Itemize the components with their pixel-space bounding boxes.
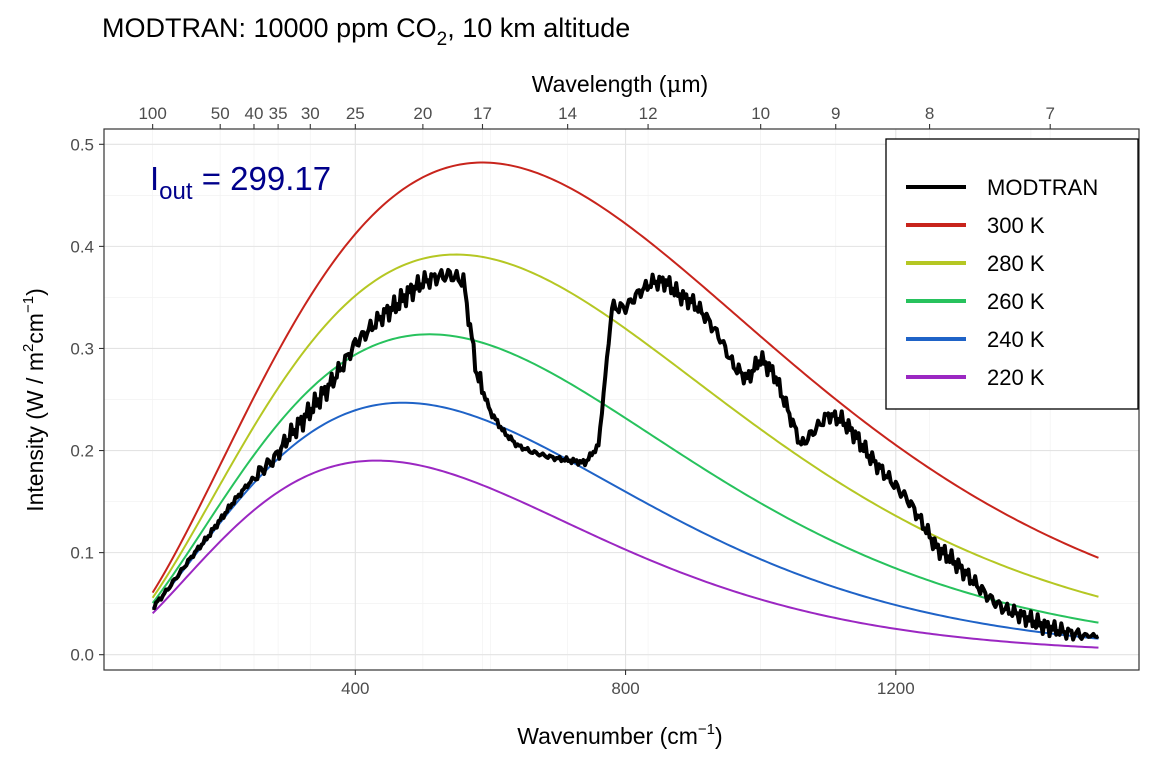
y-axis: 0.0 0.1 0.2 0.3 0.4 0.5	[70, 135, 104, 665]
series-line-300k	[151, 161, 1099, 594]
y-tick-label: 0.1	[70, 544, 94, 563]
x2-axis: 100 50 40 35 30 25 20 17 14 12 10 9 8 7	[138, 104, 1055, 129]
y-tick-label: 0.4	[70, 237, 94, 256]
series-line-220k	[151, 459, 1099, 649]
chart-title: MODTRAN: 10000 ppm CO2, 10 km altitude	[102, 13, 630, 50]
legend-box	[885, 138, 1139, 410]
x2-tick-label: 25	[346, 104, 365, 123]
series-line-260k	[151, 333, 1099, 624]
x2-tick-label: 10	[751, 104, 770, 123]
y-tick-label: 0.5	[70, 135, 94, 154]
x2-axis-title: Wavelength (μm)	[532, 71, 708, 98]
legend: MODTRAN 300 K 280 K 260 K 240 K 220 K	[885, 138, 1139, 410]
x2-tick-label: 35	[269, 104, 288, 123]
x2-tick-label: 14	[558, 104, 577, 123]
x-axis: 400 800 1200	[341, 670, 915, 698]
x2-tick-label: 8	[925, 104, 934, 123]
series-line-modtran	[151, 267, 1100, 642]
x-tick-label: 400	[341, 679, 369, 698]
x2-tick-label: 7	[1045, 104, 1054, 123]
y-axis-title: Intensity (W / m2cm−1)	[20, 288, 48, 512]
legend-label: 240 K	[987, 327, 1045, 352]
series-line-240k	[151, 401, 1099, 640]
x2-tick-label: 20	[413, 104, 432, 123]
x2-tick-label: 12	[639, 104, 658, 123]
series-line-280k	[151, 253, 1099, 599]
series-layer	[151, 161, 1100, 649]
legend-label: 220 K	[987, 365, 1045, 390]
x2-tick-label: 100	[138, 104, 166, 123]
legend-label: 300 K	[987, 213, 1045, 238]
iout-annotation: Iout = 299.17	[150, 160, 331, 205]
x2-tick-label: 40	[245, 104, 264, 123]
x-tick-label: 1200	[877, 679, 915, 698]
plot-border	[103, 128, 1140, 671]
legend-label: MODTRAN	[987, 175, 1098, 200]
y-tick-label: 0.3	[70, 339, 94, 358]
x-tick-label: 800	[611, 679, 639, 698]
legend-label: 280 K	[987, 251, 1045, 276]
x2-tick-label: 17	[473, 104, 492, 123]
x2-tick-label: 9	[831, 104, 840, 123]
y-tick-label: 0.0	[70, 646, 94, 665]
legend-label: 260 K	[987, 289, 1045, 314]
y-tick-label: 0.2	[70, 442, 94, 461]
x2-tick-label: 50	[211, 104, 230, 123]
x2-tick-label: 30	[301, 104, 320, 123]
x-axis-title: Wavenumber (cm−1)	[517, 721, 722, 749]
